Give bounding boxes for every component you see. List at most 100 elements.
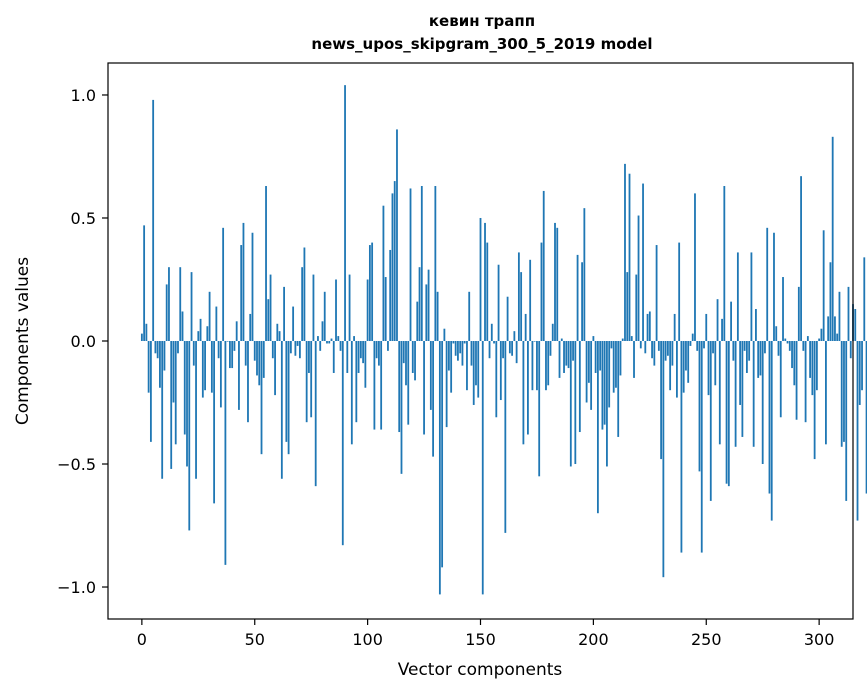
bar-186	[560, 338, 563, 341]
bar-284	[782, 277, 784, 341]
bar-54	[262, 341, 265, 378]
bar-131	[436, 291, 439, 341]
bar-77	[314, 341, 317, 487]
bar-32	[213, 341, 216, 504]
bar-319	[861, 341, 863, 391]
bar-130	[434, 186, 437, 341]
bar-243	[689, 341, 692, 346]
bar-261	[730, 301, 732, 341]
bar-22	[190, 272, 193, 341]
bar-117	[405, 341, 407, 386]
bar-219	[635, 274, 638, 341]
bar-91	[346, 341, 349, 373]
bar-198	[587, 341, 590, 383]
bar-271	[752, 341, 755, 447]
bar-33	[215, 306, 218, 341]
bar-190	[569, 341, 572, 467]
bar-6	[154, 341, 157, 354]
bar-92	[348, 274, 351, 341]
bar-41	[233, 341, 236, 351]
bar-136	[447, 341, 450, 371]
bar-258	[723, 186, 726, 341]
bar-42	[235, 321, 238, 341]
bar-209	[612, 341, 615, 393]
bar-187	[563, 341, 565, 373]
bar-235	[671, 341, 674, 366]
bar-250	[705, 313, 708, 341]
bar-106	[380, 341, 383, 430]
y-tick-label-3: 0.5	[71, 209, 96, 228]
bar-211	[617, 341, 620, 437]
bar-279	[770, 341, 773, 521]
bar-282	[777, 341, 780, 356]
bar-257	[721, 318, 723, 341]
bar-95	[355, 341, 358, 423]
bar-236	[673, 313, 676, 341]
bar-297	[811, 341, 814, 396]
bar-151	[481, 341, 484, 595]
bar-98	[362, 341, 365, 364]
bar-39	[229, 341, 231, 369]
bar-93	[350, 341, 353, 445]
bar-268	[745, 341, 748, 373]
bar-71	[301, 267, 304, 341]
bar-179	[545, 341, 547, 391]
bar-21	[188, 341, 191, 531]
bar-61	[278, 331, 281, 341]
bar-228	[655, 245, 658, 341]
bar-140	[457, 341, 459, 361]
bar-230	[660, 341, 663, 460]
bar-303	[825, 341, 827, 445]
bar-292	[800, 176, 802, 341]
bar-185	[558, 341, 561, 378]
bar-86	[335, 279, 337, 341]
bar-180	[547, 341, 550, 386]
bar-152	[484, 222, 486, 341]
bar-40	[231, 341, 234, 369]
x-tick-label-6: 300	[804, 630, 835, 649]
bar-31	[210, 341, 213, 393]
bar-233	[666, 341, 669, 356]
bar-299	[815, 341, 818, 391]
plot-frame	[107, 62, 854, 620]
bar-216	[628, 173, 631, 341]
bar-16	[177, 341, 179, 354]
bar-101	[368, 245, 371, 341]
bar-252	[709, 341, 712, 501]
bar-262	[732, 341, 735, 361]
bar-184	[556, 227, 559, 341]
bar-7	[156, 341, 159, 359]
bar-246	[696, 341, 699, 351]
bar-150	[479, 217, 482, 341]
bar-277	[766, 227, 769, 341]
bar-176	[538, 341, 541, 477]
bar-126	[425, 284, 428, 341]
bar-260	[727, 341, 730, 487]
bar-72	[303, 247, 306, 341]
x-axis-ticks: 0 50 100 150 200 250 300	[137, 619, 835, 649]
bar-247	[698, 341, 701, 472]
bar-153	[486, 242, 489, 341]
bar-163	[508, 341, 511, 354]
bar-272	[755, 309, 757, 341]
bar-195	[581, 262, 583, 341]
bar-107	[382, 205, 385, 341]
bar-194	[578, 341, 581, 433]
bar-135	[445, 341, 448, 428]
bar-221	[639, 341, 642, 349]
bar-311	[843, 341, 845, 442]
bar-309	[838, 291, 841, 341]
bar-45	[242, 222, 245, 341]
bar-102	[371, 242, 374, 341]
bar-67	[292, 306, 295, 341]
bar-4	[149, 341, 152, 442]
bar-281	[775, 326, 778, 341]
x-tick-label-5: 250	[691, 630, 722, 649]
bar-53	[260, 341, 263, 455]
bar-9	[161, 341, 164, 479]
bar-49	[251, 232, 254, 341]
bar-229	[657, 341, 660, 351]
bar-293	[802, 341, 805, 351]
bar-66	[289, 341, 292, 354]
